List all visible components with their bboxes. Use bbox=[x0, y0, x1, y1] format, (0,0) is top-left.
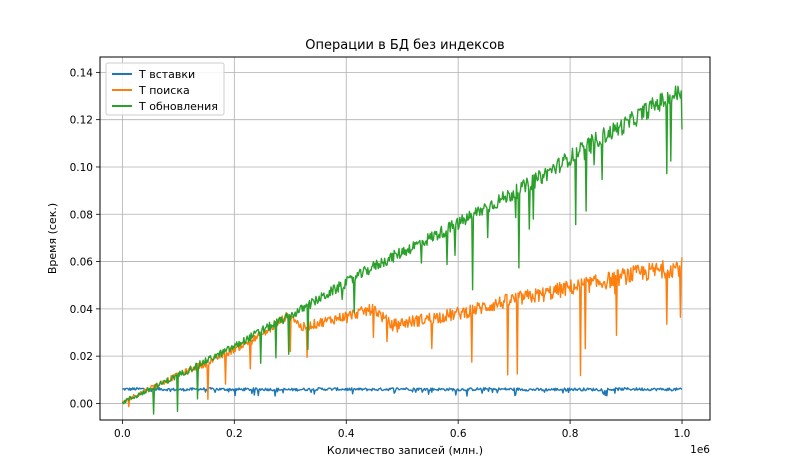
y-tick-label: 0.00 bbox=[70, 398, 93, 410]
legend-entry: T обновления bbox=[112, 100, 218, 113]
y-axis-title: Время (сек.) bbox=[46, 203, 59, 274]
y-tick-label: 0.08 bbox=[70, 209, 93, 221]
x-tick-label: 0.8 bbox=[562, 428, 579, 440]
ticks: 0.0 0.2 0.4 0.6 0.8 1.0 0.00 0.02 0.04 0.06 0.08 0.… bbox=[70, 67, 691, 440]
grid bbox=[100, 57, 710, 420]
series-line bbox=[121, 85, 683, 415]
legend-entry: T вставки bbox=[112, 68, 195, 81]
legend-entry: T поиска bbox=[112, 84, 190, 97]
x-axis-title: Количество записей (млн.) bbox=[327, 444, 483, 457]
y-tick-label: 0.12 bbox=[70, 115, 93, 127]
x-tick-label: 1.0 bbox=[674, 428, 691, 440]
series-layer bbox=[121, 85, 683, 415]
x-tick-label: 0.6 bbox=[450, 428, 467, 440]
y-tick-label: 0.02 bbox=[70, 351, 93, 363]
legend-box bbox=[105, 62, 225, 116]
x-tick-label: 0.4 bbox=[338, 428, 355, 440]
x-offset-text: 1e6 bbox=[690, 444, 710, 456]
x-tick-label: 0.0 bbox=[114, 428, 131, 440]
series-line bbox=[122, 386, 683, 397]
y-tick-label: 0.10 bbox=[70, 162, 93, 174]
x-tick-label: 0.2 bbox=[226, 428, 243, 440]
legend-label: T обновления bbox=[138, 100, 218, 113]
y-tick-label: 0.14 bbox=[70, 67, 94, 79]
plot-frame bbox=[99, 56, 711, 421]
legend: T вставки T поиска T обновления bbox=[105, 62, 225, 116]
y-tick-label: 0.04 bbox=[70, 304, 94, 316]
y-tick-label: 0.06 bbox=[70, 257, 94, 269]
legend-label: T поиска bbox=[138, 84, 190, 97]
chart-title: Операции в БД без индексов bbox=[305, 38, 504, 53]
legend-label: T вставки bbox=[138, 68, 195, 81]
